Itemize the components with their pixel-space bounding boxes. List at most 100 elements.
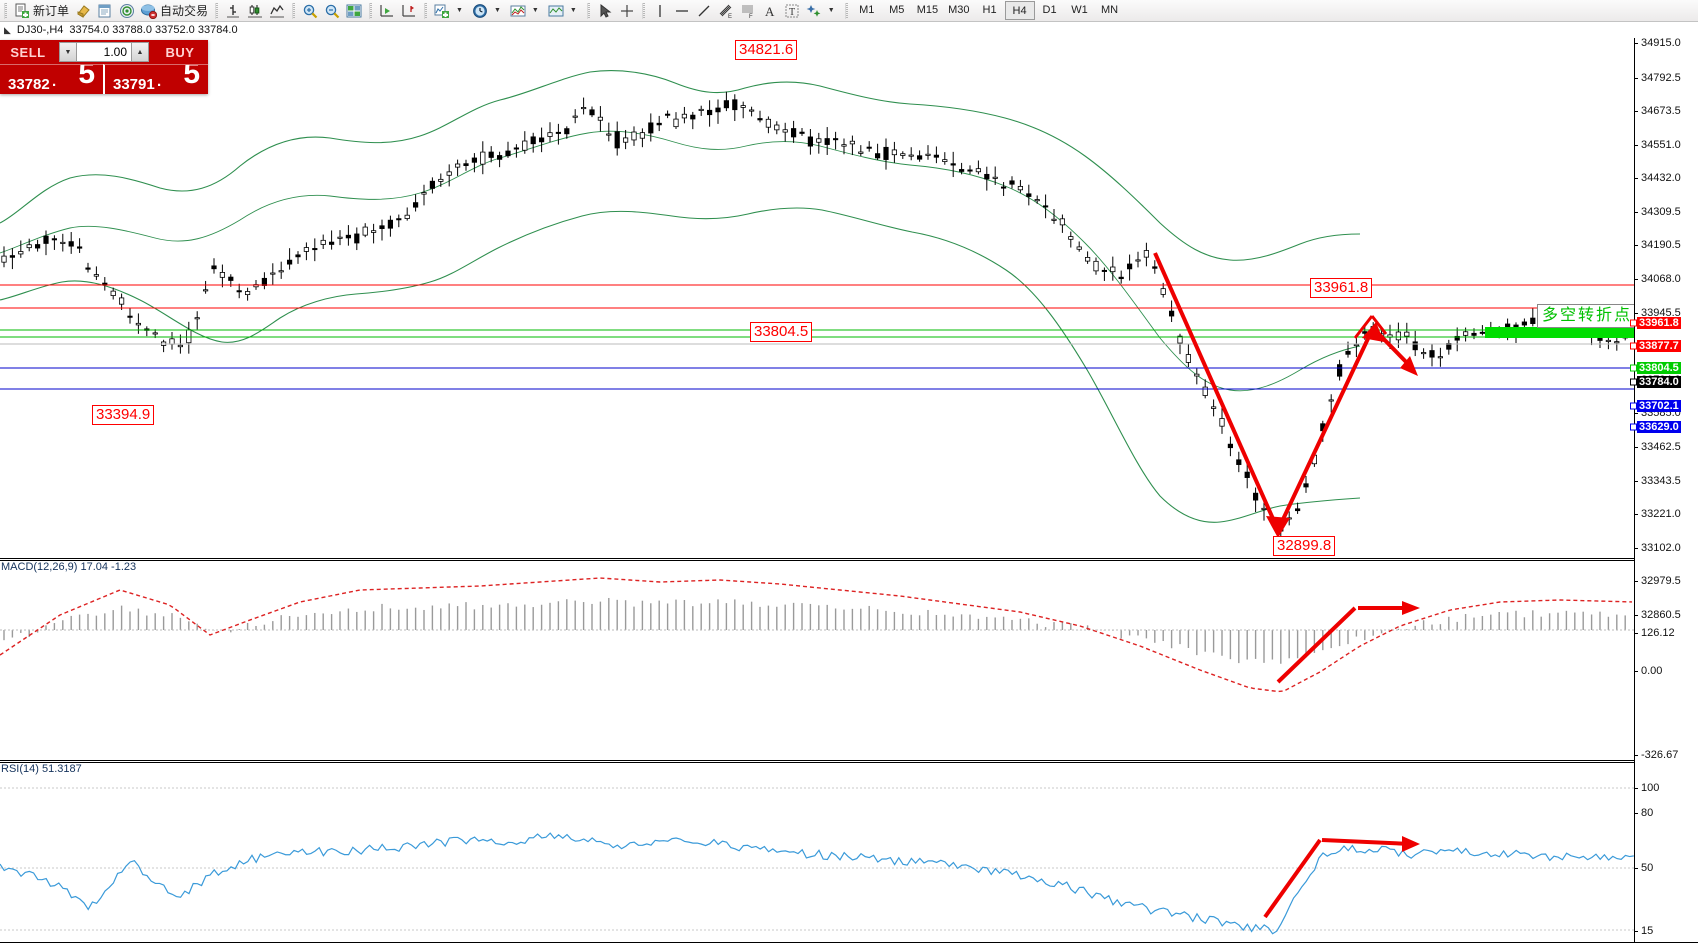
candlestick — [488, 146, 494, 163]
rsi-pane[interactable]: RSI(14) 51.3187 — [0, 762, 1634, 942]
candlesticks — [1, 91, 1628, 542]
timeframe-m30[interactable]: M30 — [948, 4, 970, 16]
price-tick-mark — [1635, 111, 1638, 112]
objects-button[interactable]: ▼ — [803, 1, 841, 21]
level-handle[interactable] — [1630, 342, 1637, 350]
one-click-trading-panel[interactable]: SELL ▼ 1.00 ▲ BUY 5 33782 . 5 33791 . — [0, 40, 208, 94]
price-level-label[interactable]: 33629.0 — [1637, 421, 1681, 433]
cursor-button[interactable] — [594, 1, 616, 21]
analysis-arrows[interactable] — [0, 38, 1634, 558]
indicators-dropdown-arrow[interactable]: ▼ — [456, 7, 463, 14]
level-handle[interactable] — [1630, 423, 1637, 431]
trendline-button[interactable] — [693, 1, 715, 21]
timeframe-m5[interactable]: M5 — [889, 4, 905, 16]
period-button[interactable]: ▼ — [469, 1, 507, 21]
timeframe-h4[interactable]: H4 — [1004, 1, 1035, 20]
candlestick — [841, 138, 847, 155]
volume-decrease-button[interactable]: ▼ — [59, 42, 77, 62]
level-handle[interactable] — [1630, 402, 1637, 410]
level-handle[interactable] — [1630, 378, 1637, 386]
rsi-arrows[interactable] — [0, 762, 1634, 942]
crosshair-button[interactable] — [616, 1, 638, 21]
indicators-button[interactable]: ▼ — [431, 1, 469, 21]
arrowhead-up — [1362, 322, 1384, 342]
chart-shift-button[interactable] — [376, 1, 398, 21]
eraser-button[interactable] — [72, 1, 94, 21]
macd-chart-svg — [0, 577, 1634, 693]
objects-dropdown-arrow[interactable]: ▼ — [827, 7, 835, 14]
templates-button[interactable]: ▼ — [507, 1, 545, 21]
data-window-button[interactable] — [94, 1, 116, 21]
timeframe-d1[interactable]: D1 — [1042, 4, 1057, 16]
period-dropdown-arrow[interactable]: ▼ — [493, 7, 501, 14]
volume-increase-button[interactable]: ▲ — [131, 42, 149, 62]
price-tick-label: 34432.0 — [1641, 172, 1681, 184]
buy-price[interactable]: 5 33791 . — [103, 64, 208, 94]
level-handle[interactable] — [1630, 364, 1637, 372]
support-zone-highlight — [1485, 327, 1634, 338]
label-button[interactable]: T — [781, 1, 803, 21]
price-level-label[interactable]: 33784.0 — [1637, 376, 1681, 388]
chart-area[interactable]: 34821.6 33961.8 33804.5 33394.9 32899.8 … — [0, 37, 1698, 943]
auto-scroll-button[interactable] — [398, 1, 420, 21]
bar-chart-button[interactable] — [222, 1, 244, 21]
macd-arrowhead — [1402, 601, 1420, 615]
price-scale[interactable]: 34915.0 34792.5 34673.5 34551.0 34432.0 34309… — [1630, 37, 1698, 943]
candlestick — [1093, 257, 1099, 275]
annotation-33961[interactable]: 33961.8 — [1310, 278, 1373, 298]
text-button[interactable]: A — [759, 1, 781, 21]
zoom-in-button[interactable] — [299, 1, 321, 21]
annotation-34821[interactable]: 34821.6 — [735, 40, 798, 60]
price-pane[interactable]: 34821.6 33961.8 33804.5 33394.9 32899.8 … — [0, 38, 1634, 558]
auto-trading-button[interactable]: 自动交易 — [138, 1, 211, 21]
price-level-label[interactable]: 33877.7 — [1637, 340, 1681, 352]
price-level-label[interactable]: 33961.8 — [1637, 317, 1681, 329]
annotation-32899[interactable]: 32899.8 — [1273, 536, 1336, 556]
timeframe-m15[interactable]: M15 — [916, 4, 939, 16]
candlestick — [110, 287, 116, 300]
chart-template-button[interactable]: ▼ — [545, 1, 583, 21]
candlestick — [1337, 359, 1343, 381]
candlestick-chart-button[interactable] — [244, 1, 266, 21]
timeframe-m1[interactable]: M1 — [859, 4, 875, 16]
chart-template-dropdown-arrow[interactable]: ▼ — [569, 7, 577, 14]
vertical-line-button[interactable] — [649, 1, 671, 21]
candlestick — [286, 248, 293, 270]
candlestick — [1219, 407, 1225, 434]
timeframe-h1[interactable]: H1 — [982, 4, 997, 16]
candlestick — [219, 264, 225, 288]
candlestick — [975, 160, 982, 175]
candlestick — [446, 164, 452, 187]
annotation-note-turning-point[interactable]: 多空转折点 — [1537, 304, 1634, 328]
new-order-button[interactable]: 新订单 — [11, 1, 72, 21]
macd-arrows[interactable] — [0, 560, 1634, 760]
zoom-out-button[interactable] — [321, 1, 343, 21]
sell-button[interactable]: SELL — [0, 40, 56, 64]
candlestick — [564, 126, 570, 139]
clock-icon — [472, 3, 488, 19]
zoom-out-icon — [324, 3, 340, 19]
annotation-33394[interactable]: 33394.9 — [92, 405, 155, 425]
timeframe-mn[interactable]: MN — [1100, 4, 1119, 16]
price-level-label[interactable]: 33804.5 — [1637, 362, 1681, 374]
line-chart-button[interactable] — [266, 1, 288, 21]
annotation-33804[interactable]: 33804.5 — [750, 322, 813, 342]
rsi-label: RSI(14) 51.3187 — [1, 763, 82, 775]
templates-dropdown-arrow[interactable]: ▼ — [531, 7, 539, 14]
sell-price[interactable]: 5 33782 . — [0, 64, 103, 94]
horizontal-line-button[interactable] — [671, 1, 693, 21]
macd-pane[interactable]: MACD(12,26,9) 17.04 -1.23 — [0, 560, 1634, 760]
volume-input[interactable]: 1.00 — [77, 42, 131, 62]
fibonacci-button[interactable]: F — [737, 1, 759, 21]
volume-control[interactable]: ▼ 1.00 ▲ — [56, 40, 152, 64]
price-level-label[interactable]: 33702.1 — [1637, 400, 1681, 412]
candlestick — [1328, 394, 1334, 413]
signals-button[interactable] — [116, 1, 138, 21]
level-handle[interactable] — [1630, 319, 1637, 327]
equidistant-channel-button[interactable]: E — [715, 1, 737, 21]
buy-button[interactable]: BUY — [152, 40, 208, 64]
auto-scroll-icon — [401, 3, 417, 19]
vline-icon — [652, 3, 668, 19]
tile-windows-button[interactable] — [343, 1, 365, 21]
timeframe-w1[interactable]: W1 — [1071, 4, 1088, 16]
